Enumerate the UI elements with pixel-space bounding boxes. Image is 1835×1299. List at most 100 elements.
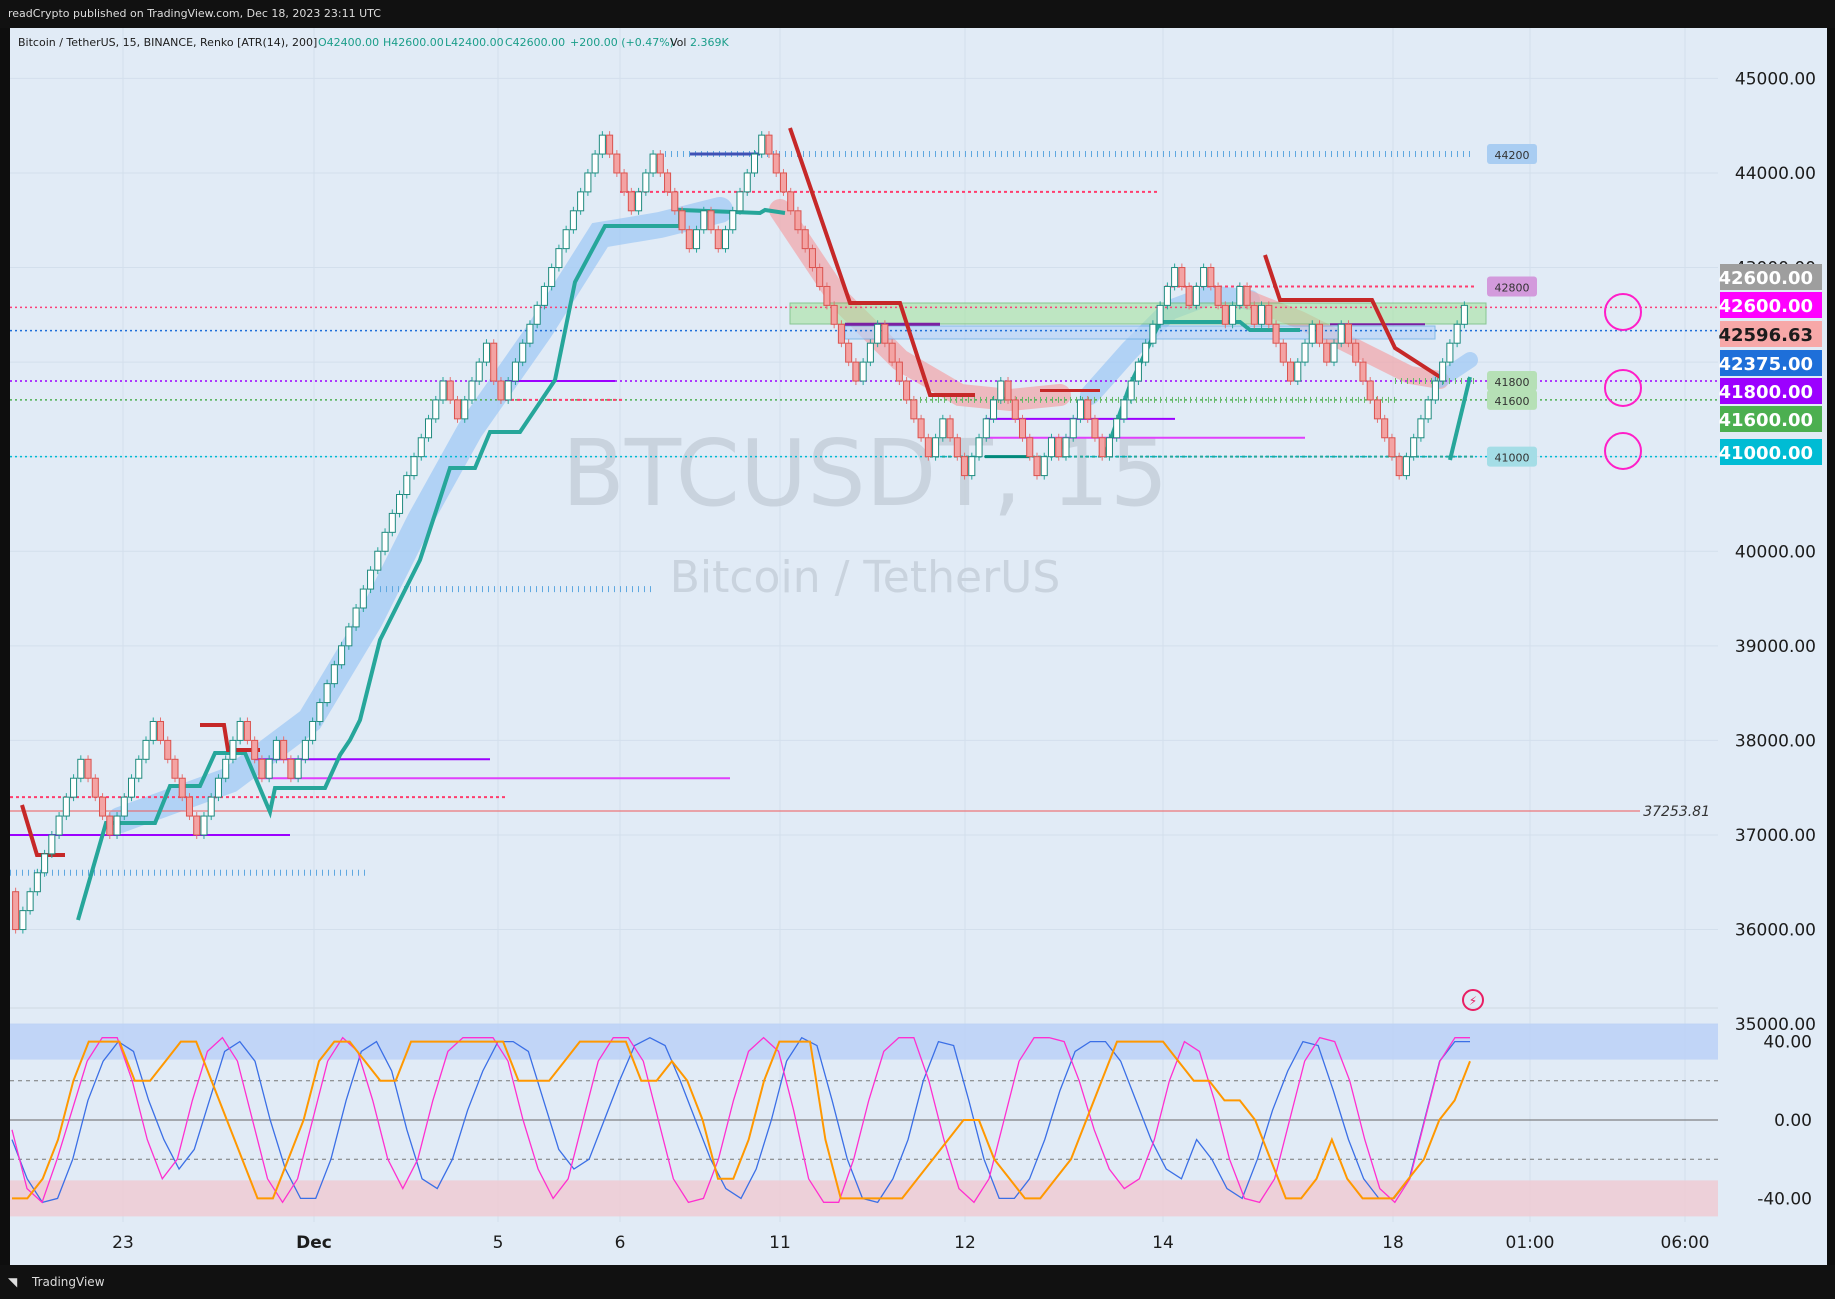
renko-brick-up <box>968 456 976 477</box>
renko-brick-down <box>1279 342 1287 363</box>
renko-brick-up <box>1337 323 1345 344</box>
renko-brick-up <box>55 815 63 836</box>
renko-brick-up <box>519 342 527 363</box>
x-tick-label: 14 <box>1152 1233 1174 1253</box>
renko-brick-up <box>1330 342 1338 363</box>
legend-item: Bitcoin / TetherUS, 15, BINANCE, Renko [… <box>18 36 317 49</box>
renko-brick-up <box>982 418 990 439</box>
renko-brick-down <box>185 796 193 817</box>
renko-brick-up <box>1294 361 1302 382</box>
renko-brick-up <box>410 456 418 477</box>
renko-brick-down <box>1185 285 1193 306</box>
renko-brick-up <box>1120 399 1128 420</box>
renko-brick-down <box>895 361 903 382</box>
renko-brick-up <box>1105 437 1113 458</box>
renko-brick-down <box>1243 285 1251 306</box>
renko-brick-up <box>1301 342 1309 363</box>
price-label: 41800.00 <box>1718 378 1822 404</box>
renko-brick-down <box>12 891 20 931</box>
renko-brick-down <box>497 380 505 401</box>
renko-brick-down <box>1344 323 1352 344</box>
renko-brick-up <box>1200 267 1208 287</box>
renko-brick-up <box>693 229 701 250</box>
level-tag-text: 41600 <box>1495 395 1530 408</box>
renko-brick-up <box>19 910 27 931</box>
renko-brick-up <box>1446 342 1454 363</box>
level-tag-bg <box>1487 446 1537 467</box>
renko-brick-down <box>84 758 92 779</box>
renko-brick-up <box>1127 380 1135 401</box>
support-zone-box <box>789 302 1487 325</box>
y-tick-label: 38000.00 <box>1735 731 1816 751</box>
renko-brick-up <box>1171 267 1179 287</box>
renko-brick-up <box>70 777 78 798</box>
renko-brick-down <box>888 342 896 363</box>
renko-brick-up <box>26 891 34 912</box>
renko-brick-down <box>606 134 614 155</box>
renko-brick-up <box>598 134 606 155</box>
price-label-text: 42600.00 <box>1718 268 1813 289</box>
renko-brick-down <box>1395 456 1403 477</box>
renko-brick-up <box>345 626 353 647</box>
renko-brick-down <box>287 758 295 779</box>
renko-brick-down <box>1373 399 1381 420</box>
svg-text:⚡: ⚡ <box>1469 994 1477 1008</box>
renko-brick-up <box>229 739 237 760</box>
renko-brick-up <box>135 758 143 779</box>
renko-brick-up <box>1431 380 1439 401</box>
price-label-bg <box>1720 378 1822 404</box>
alert-lightning-icon: ⚡ <box>1462 989 1484 1011</box>
renko-brick-down <box>707 210 715 231</box>
renko-brick-down <box>1287 361 1295 382</box>
renko-brick-up <box>584 172 592 193</box>
legend-item: H42600.00 <box>383 36 444 49</box>
renko-brick-up <box>381 531 389 552</box>
renko-brick-down <box>1381 418 1389 439</box>
price-label-text: 42596.63 <box>1718 325 1813 346</box>
renko-brick-up <box>48 834 56 855</box>
renko-brick-down <box>1323 342 1331 363</box>
price-label: 42596.63 <box>1718 321 1822 347</box>
price-axis-background <box>1718 28 1827 1265</box>
osc-y-tick-label: 0.00 <box>1774 1111 1812 1131</box>
renko-brick-down <box>1214 285 1222 306</box>
renko-brick-up <box>635 191 643 212</box>
renko-brick-up <box>874 323 882 344</box>
trend-line-down <box>1263 254 1442 379</box>
renko-brick-down <box>924 437 932 458</box>
x-tick-label: 18 <box>1382 1233 1404 1253</box>
renko-brick-down <box>772 153 780 174</box>
price-label: 42600.00 <box>1718 292 1822 318</box>
trend-line-up <box>1448 376 1472 461</box>
renko-brick-up <box>338 645 346 666</box>
renko-brick-down <box>837 323 845 344</box>
y-tick-label: 45000.00 <box>1735 69 1816 89</box>
level-tag: 44200 <box>1487 144 1537 165</box>
renko-brick-down <box>664 172 672 193</box>
y-tick-label: 35000.00 <box>1735 1015 1816 1035</box>
renko-brick-down <box>1026 437 1034 458</box>
renko-brick-up <box>62 796 70 817</box>
legend-item: C42600.00 <box>505 36 565 49</box>
renko-brick-down <box>910 399 918 420</box>
renko-brick-down <box>106 815 114 836</box>
footer-bar: ◥ TradingView <box>0 1265 1835 1299</box>
renko-brick-up <box>555 248 563 269</box>
price-label-text: 41800.00 <box>1718 382 1813 403</box>
price-label-bg <box>1720 292 1822 318</box>
renko-brick-up <box>1236 285 1244 306</box>
renko-brick-up <box>1156 304 1164 325</box>
publish-text: readCrypto published on TradingView.com,… <box>8 7 381 20</box>
footer-brand[interactable]: TradingView <box>32 1275 105 1289</box>
renko-brick-up <box>396 494 404 514</box>
y-tick-label: 37000.00 <box>1735 826 1816 846</box>
x-tick-label: 6 <box>615 1233 626 1253</box>
osc-y-tick-label: -40.00 <box>1757 1189 1812 1209</box>
tradingview-logo-icon[interactable]: ◥ <box>8 1275 18 1289</box>
renko-brick-down <box>881 323 889 344</box>
renko-brick-down <box>1178 267 1186 287</box>
x-tick-label: 01:00 <box>1506 1233 1555 1253</box>
ohlc-legend: Bitcoin / TetherUS, 15, BINANCE, Renko [… <box>18 36 729 49</box>
osc-y-tick-label: 40.00 <box>1763 1033 1812 1053</box>
